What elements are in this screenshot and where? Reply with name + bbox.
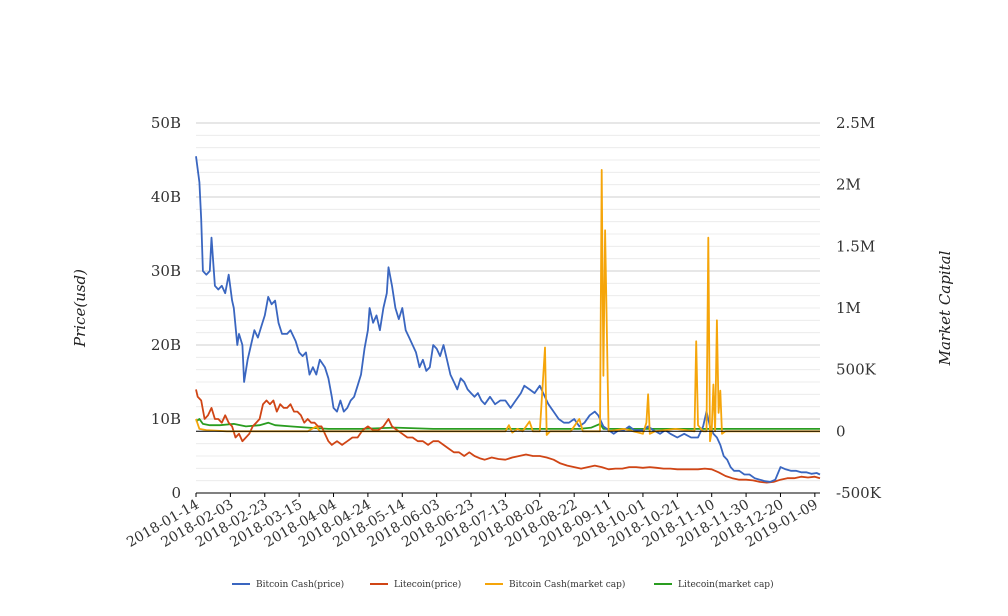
right-tick-label: 2M [836, 176, 861, 194]
legend-label: Litecoin(market cap) [678, 579, 774, 590]
right-tick-label: 500K [836, 361, 877, 379]
series-line-0 [195, 156, 821, 483]
right-tick-label: -500K [836, 484, 882, 502]
axes [196, 430, 820, 494]
y-axis-right-title: Market Capital [936, 250, 954, 366]
left-tick-label: 20B [151, 336, 181, 354]
legend: Bitcoin Cash(price) Litecoin(price) Bitcoi… [232, 579, 774, 590]
series-line-3 [195, 418, 820, 430]
right-tick-label: 1.5M [836, 237, 875, 255]
left-tick-label: 10B [151, 410, 181, 428]
series-layer [195, 156, 821, 484]
right-axis-ticks: -500K 0 500K 1M 1.5M 2M 2.5M [836, 114, 882, 502]
left-tick-label: 50B [151, 114, 181, 132]
left-axis-ticks: 0 10B 20B 30B 40B 50B [151, 114, 181, 502]
x-axis-ticks: 2018-01-142018-02-032018-02-232018-03-15… [124, 493, 821, 551]
legend-label: Bitcoin Cash(market cap) [509, 579, 625, 590]
left-tick-label: 40B [151, 188, 181, 206]
right-tick-label: 0 [836, 422, 846, 440]
right-tick-label: 2.5M [836, 114, 875, 132]
gridlines [196, 122, 820, 494]
series-line-1 [195, 389, 821, 484]
legend-label: Litecoin(price) [394, 579, 461, 590]
y-axis-left-title: Price(usd) [71, 269, 89, 348]
left-tick-label: 0 [171, 484, 181, 502]
left-tick-label: 30B [151, 262, 181, 280]
right-tick-label: 1M [836, 299, 861, 317]
legend-label: Bitcoin Cash(price) [256, 579, 344, 590]
series-line-2 [195, 168, 820, 443]
